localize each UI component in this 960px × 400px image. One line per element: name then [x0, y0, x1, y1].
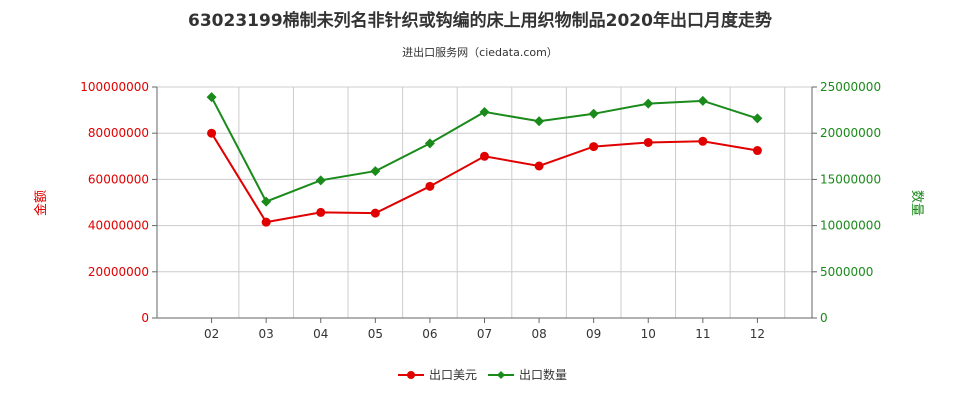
x-tick-label: 02 [204, 327, 219, 341]
data-point [261, 196, 272, 207]
series-layer [206, 92, 763, 227]
data-point [206, 92, 217, 103]
right-tick-label: 10000000 [820, 219, 881, 233]
x-tick-label: 08 [531, 327, 546, 341]
x-tick-label: 06 [422, 327, 437, 341]
data-point [698, 136, 708, 146]
data-point [534, 116, 545, 127]
legend-marker [497, 371, 505, 379]
left-tick-label: 40000000 [88, 219, 149, 233]
data-point [479, 106, 490, 117]
right-axis-ticks: 0 5000000 10000000 15000000 20000000 25000000 [820, 80, 881, 325]
data-point [370, 166, 381, 177]
x-tick-label: 09 [586, 327, 601, 341]
x-axis-ticks: 02 03 04 05 06 07 08 09 10 11 12 [204, 327, 765, 341]
x-tick-label: 10 [641, 327, 656, 341]
left-axis-title: 金额 [33, 190, 49, 216]
right-tick-label: 20000000 [820, 126, 881, 140]
x-tick-label: 05 [368, 327, 383, 341]
right-tick-label: 15000000 [820, 172, 881, 186]
left-tick-label: 100000000 [80, 80, 149, 94]
data-point [207, 128, 217, 138]
data-point [424, 138, 435, 149]
data-point [315, 175, 326, 186]
data-point [643, 137, 653, 147]
x-tick-label: 07 [477, 327, 492, 341]
legend-label: 出口美元 [429, 368, 477, 382]
chart-title: 63023199棉制未列名非针织或钩编的床上用织物制品2020年出口月度走势 [188, 10, 772, 31]
legend-label: 出口数量 [519, 367, 567, 382]
right-tick-label: 25000000 [820, 80, 881, 94]
left-axis-ticks: 0 20000000 40000000 60000000 80000000 1000000… [80, 80, 149, 325]
data-point [316, 207, 326, 217]
x-tick-label: 12 [750, 327, 765, 341]
right-tick-label: 5000000 [820, 265, 873, 279]
left-tick-label: 0 [141, 311, 149, 325]
data-point [534, 161, 544, 171]
data-point [480, 151, 489, 161]
left-tick-label: 80000000 [88, 126, 149, 140]
data-point [752, 146, 762, 156]
data-point [752, 113, 763, 124]
chart-subtitle: 进出口服务网（ciedata.com） [402, 45, 558, 59]
data-point [588, 108, 599, 119]
left-tick-label: 60000000 [88, 172, 149, 186]
right-axis-title: 数量 [909, 190, 924, 216]
data-point [261, 217, 271, 227]
x-tick-label: 11 [695, 327, 710, 341]
data-point [643, 98, 654, 109]
legend: 出口美元 出口数量 [398, 367, 567, 382]
data-point [589, 142, 599, 152]
legend-marker [407, 371, 415, 379]
x-tick-label: 03 [259, 327, 274, 341]
data-point [697, 95, 708, 106]
data-point [425, 181, 435, 191]
left-tick-label: 20000000 [88, 265, 149, 279]
data-point [370, 208, 380, 218]
right-tick-label: 0 [820, 311, 828, 325]
axes [152, 86, 817, 323]
x-tick-label: 04 [313, 327, 328, 341]
